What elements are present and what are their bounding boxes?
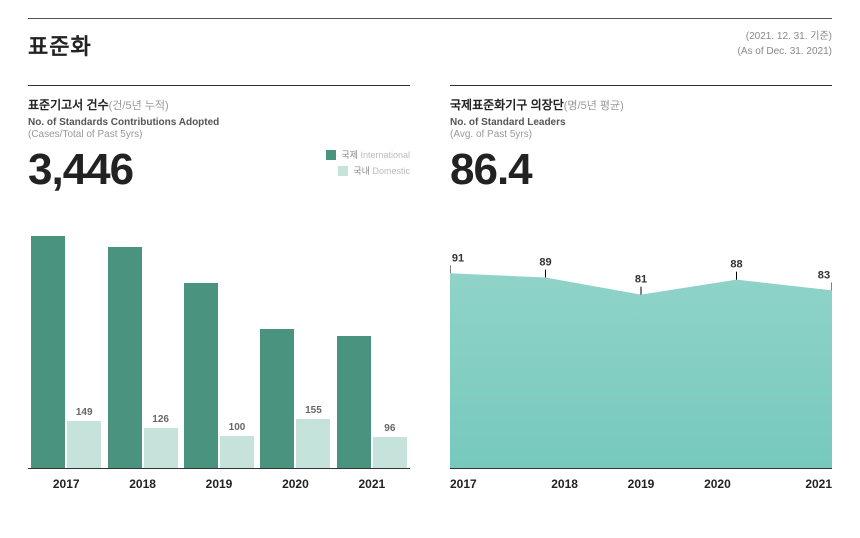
bar-x-axis: 20172018201920202021: [28, 468, 410, 491]
left-subtitle-en2: (Cases/Total of Past 5yrs): [28, 129, 410, 140]
bar-intl-label: 437: [260, 313, 294, 325]
bar-dom: 149: [67, 421, 101, 468]
right-subtitle-en: No. of Standard Leaders: [450, 117, 832, 128]
swatch-intl: [326, 150, 336, 160]
x-tick: 2021: [756, 469, 832, 491]
as-of-ko: (2021. 12. 31. 기준): [738, 29, 833, 44]
right-big-number: 86.4: [450, 148, 532, 192]
left-subtitle-ko: 표준기고서 건수(건/5년 누적): [28, 96, 410, 113]
x-tick: 2020: [257, 469, 333, 491]
x-tick: 2017: [28, 469, 104, 491]
bar-intl: 695: [108, 247, 142, 468]
x-tick: 2020: [679, 469, 755, 491]
bar-dom-label: 155: [296, 405, 330, 416]
point-label: 91: [452, 252, 464, 264]
bar-group: 437155: [257, 220, 333, 468]
bar-intl: 437: [260, 329, 294, 468]
point-label: 83: [818, 269, 830, 281]
x-tick: 2018: [104, 469, 180, 491]
bar-dom: 155: [296, 419, 330, 468]
area-x-axis: 20172018201920202021: [450, 468, 832, 491]
page-title: 표준화: [28, 29, 92, 61]
panel-leaders: 국제표준화기구 의장단(명/5년 평균) No. of Standard Lea…: [450, 85, 832, 491]
bar-intl-label: 414: [337, 320, 371, 332]
x-tick: 2017: [450, 469, 526, 491]
bar-intl: 414: [337, 336, 371, 468]
left-subtitle-en: No. of Standards Contributions Adopted: [28, 117, 410, 128]
bar-group: 731149: [28, 220, 104, 468]
x-tick: 2019: [181, 469, 257, 491]
point-label: 81: [635, 274, 647, 286]
bar-dom: 96: [373, 437, 407, 468]
bar-group: 583100: [181, 220, 257, 468]
header: 표준화 (2021. 12. 31. 기준) (As of Dec. 31. 2…: [28, 29, 832, 61]
panel-contributions: 표준기고서 건수(건/5년 누적) No. of Standards Contr…: [28, 85, 410, 491]
bar-dom: 100: [220, 436, 254, 468]
area-fill: [450, 273, 832, 468]
bar-dom-label: 100: [220, 422, 254, 433]
left-big-number: 3,446: [28, 148, 133, 192]
bar-intl-label: 695: [108, 231, 142, 243]
bar-group: 695126: [104, 220, 180, 468]
right-subtitle-ko: 국제표준화기구 의장단(명/5년 평균): [450, 96, 832, 113]
point-label: 89: [539, 257, 551, 269]
bar-dom-label: 149: [67, 407, 101, 418]
x-tick: 2019: [603, 469, 679, 491]
bar-dom-label: 126: [144, 414, 178, 425]
bar-dom-label: 96: [373, 423, 407, 434]
as-of-en: (As of Dec. 31. 2021): [738, 44, 833, 59]
right-subtitle-en2: (Avg. of Past 5yrs): [450, 129, 832, 140]
legend-intl: 국제 International: [326, 148, 410, 161]
bar-intl-label: 731: [31, 220, 65, 232]
legend: 국제 International 국내 Domestic: [326, 148, 410, 180]
bar-intl: 583: [184, 283, 218, 468]
bar-chart: 73114969512658310043715541496: [28, 220, 410, 468]
x-tick: 2021: [334, 469, 410, 491]
bar-dom: 126: [144, 428, 178, 468]
area-chart: 91 89 81 88 83: [450, 226, 832, 468]
legend-dom: 국내 Domestic: [326, 164, 410, 177]
point-label: 88: [730, 259, 742, 271]
x-tick: 2018: [526, 469, 602, 491]
bar-intl: 731: [31, 236, 65, 468]
bar-intl-label: 583: [184, 267, 218, 279]
as-of-block: (2021. 12. 31. 기준) (As of Dec. 31. 2021): [738, 29, 833, 59]
bar-group: 41496: [334, 220, 410, 468]
swatch-dom: [338, 166, 348, 176]
